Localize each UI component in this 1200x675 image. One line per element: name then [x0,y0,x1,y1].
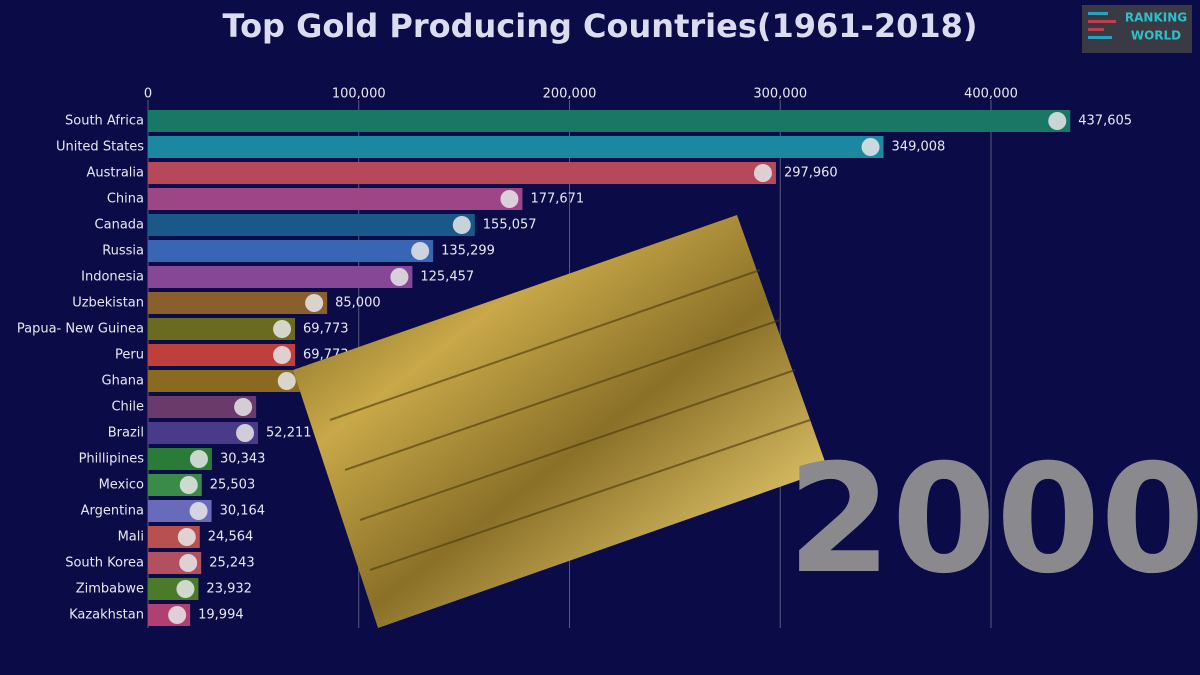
y-tick-label: Ghana [102,374,145,389]
y-tick-label: South Korea [65,556,144,571]
plot: 0 100,000 200,000 300,000 400,000 South Afric… [17,87,1132,628]
y-tick-label: China [107,192,144,207]
y-tick-label: Chile [111,400,144,415]
flag [390,268,409,286]
flag [168,606,187,624]
y-tick-label: Russia [102,244,144,259]
flag [189,502,208,520]
bar [148,110,1071,132]
flag [176,580,195,598]
flag [305,294,324,312]
y-tick-label: Peru [115,348,144,363]
value-label: 177,671 [530,192,584,207]
x-tick-label: 100,000 [332,87,386,102]
y-tick-label: Zimbabwe [76,582,144,597]
value-label: 23,932 [206,582,252,597]
flag [411,242,430,260]
value-label: 25,243 [209,556,255,571]
value-label: 69,773 [303,322,349,337]
y-tick-label: Brazil [108,426,144,441]
flag [500,190,519,208]
value-label: 135,299 [441,244,495,259]
y-tick-label: Phillipines [79,452,145,467]
y-tick-label: Papua- New Guinea [17,322,144,337]
chart-title: Top Gold Producing Countries(1961-2018) [222,7,977,45]
logo-bar [1088,36,1112,39]
flag [234,398,253,416]
value-label: 437,605 [1078,114,1132,129]
logo: RANKING WORLD [1082,5,1192,53]
logo-bar [1088,28,1104,31]
bar [148,188,523,210]
bar [148,370,300,392]
value-label: 155,057 [483,218,537,233]
x-tick-label: 200,000 [543,87,597,102]
bar [148,396,257,418]
value-label: 297,960 [784,166,838,181]
flag [452,216,471,234]
flag [753,164,772,182]
year-label: 2000 [787,433,1200,607]
bar [148,266,413,288]
bar [148,292,328,314]
value-label: 30,343 [220,452,266,467]
value-label: 19,994 [198,608,244,623]
value-label: 24,564 [208,530,254,545]
value-label: 52,211 [266,426,312,441]
bar [148,344,296,366]
bar [148,240,434,262]
gold-image [293,215,828,628]
y-tick-label: South Africa [65,114,144,129]
flag [177,528,196,546]
flag [273,320,292,338]
bar [148,318,296,340]
logo-text: RANKING [1125,11,1187,25]
flag [273,346,292,364]
y-tick-label: Mexico [99,478,144,493]
logo-text: WORLD [1131,29,1181,43]
y-tick-label: Mali [118,530,144,545]
gold-bar-lines [329,269,811,571]
flag [1048,112,1067,130]
logo-bar [1088,12,1108,15]
bar [148,136,884,158]
flag [277,372,296,390]
x-tick-label: 400,000 [964,87,1018,102]
flag [179,476,198,494]
flag [179,554,198,572]
y-tick-label: Indonesia [81,270,144,285]
bar [148,214,475,236]
value-label: 30,164 [220,504,265,519]
logo-bar [1088,20,1116,23]
y-tick-label: Canada [95,218,144,233]
y-tick-label: Uzbekistan [72,296,144,311]
bar [148,422,259,444]
x-tick-label: 0 [144,87,152,102]
value-label: 25,503 [210,478,256,493]
y-tick-label: Kazakhstan [69,608,144,623]
x-tick-label: 300,000 [753,87,807,102]
flag [189,450,208,468]
flag [861,138,880,156]
flag [236,424,255,442]
value-label: 125,457 [420,270,474,285]
bar [148,162,776,184]
value-label: 349,008 [892,140,946,155]
y-tick-label: United States [56,140,144,155]
y-tick-label: Australia [86,166,144,181]
value-label: 85,000 [335,296,381,311]
y-tick-label: Argentina [81,504,144,519]
